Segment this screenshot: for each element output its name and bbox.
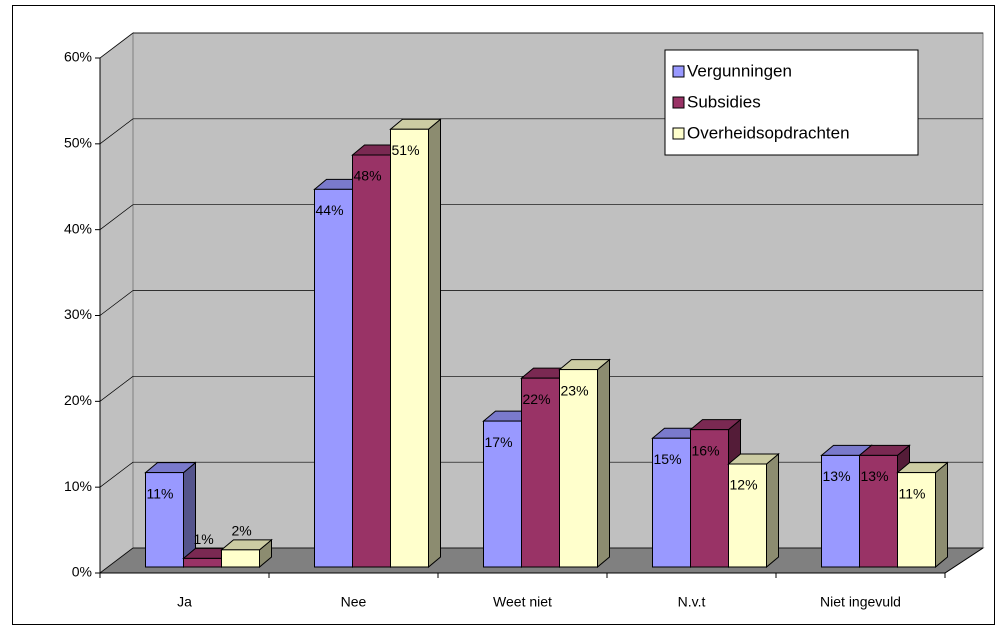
x-tick-label: Weet niet xyxy=(493,594,552,610)
bar-side xyxy=(597,358,610,569)
x-axis-depth xyxy=(944,547,984,574)
value-label: 2% xyxy=(232,523,252,539)
grid-line xyxy=(99,461,134,488)
grid-line xyxy=(99,290,134,316)
value-label: 17% xyxy=(485,434,513,450)
y-tick-label: 20% xyxy=(64,392,92,408)
value-label: 44% xyxy=(316,202,344,218)
bar xyxy=(652,437,691,568)
grid-line xyxy=(99,376,134,402)
y-tick-label: 10% xyxy=(64,478,92,494)
legend-box xyxy=(664,49,919,156)
value-label: 16% xyxy=(692,442,720,458)
bar xyxy=(559,369,598,568)
legend-label: Overheidsopdrachten xyxy=(687,123,850,142)
bar xyxy=(352,154,391,568)
value-label: 1% xyxy=(194,531,214,547)
bar xyxy=(821,454,860,568)
bar xyxy=(859,454,898,568)
grid-line xyxy=(99,204,134,230)
bar xyxy=(314,188,353,568)
value-label: 13% xyxy=(823,468,851,484)
grid-line xyxy=(99,118,134,145)
legend-label: Subsidies xyxy=(687,92,761,111)
value-label: 11% xyxy=(147,485,174,501)
bar xyxy=(521,377,560,568)
value-label: 48% xyxy=(354,168,382,184)
legend-label: Vergunningen xyxy=(687,61,792,80)
x-tick-label: N.v.t xyxy=(678,594,706,610)
bar xyxy=(221,549,260,568)
bar-side xyxy=(428,118,441,569)
y-tick-label: 60% xyxy=(64,49,92,65)
y-tick-label: 40% xyxy=(64,220,92,236)
value-label: 23% xyxy=(561,382,589,398)
y-tick-label: 50% xyxy=(64,135,92,151)
y-tick-label: 0% xyxy=(72,564,92,580)
bar xyxy=(690,429,729,568)
value-label: 13% xyxy=(861,468,889,484)
grid-line xyxy=(99,32,134,59)
grid-line xyxy=(99,547,134,574)
bar xyxy=(390,128,429,568)
value-label: 11% xyxy=(899,485,926,501)
legend: Vergunningen Subsidies Overheidsopdrachten xyxy=(664,49,919,156)
legend-swatch xyxy=(672,127,685,140)
value-label: 15% xyxy=(654,451,682,467)
x-tick-label: Niet ingevuld xyxy=(820,594,901,610)
bar xyxy=(897,472,936,568)
bar xyxy=(183,557,222,568)
bar-side xyxy=(935,461,948,569)
value-label: 12% xyxy=(730,477,758,493)
legend-swatch xyxy=(672,96,685,109)
value-label: 22% xyxy=(523,391,551,407)
x-tick-label: Ja xyxy=(177,594,192,610)
x-tick-label: Nee xyxy=(341,594,367,610)
bar xyxy=(145,472,184,568)
legend-swatch xyxy=(672,65,685,78)
bar xyxy=(728,463,767,568)
bar-side xyxy=(766,452,779,569)
y-tick-label: 30% xyxy=(64,306,92,322)
value-label: 51% xyxy=(392,142,420,158)
